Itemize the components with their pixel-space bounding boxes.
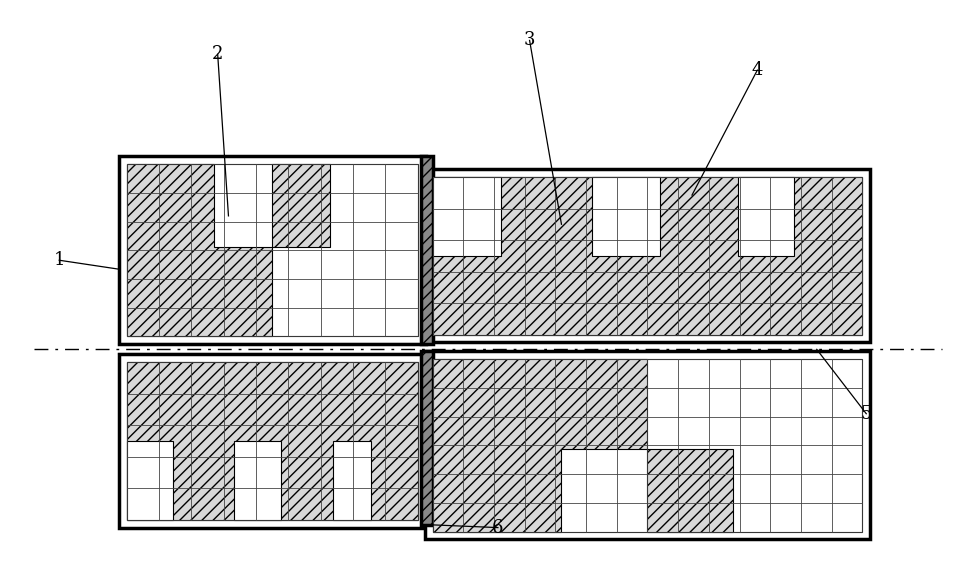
Polygon shape — [647, 449, 733, 532]
Text: 1: 1 — [54, 251, 65, 269]
Bar — [127, 362, 418, 520]
Polygon shape — [432, 359, 647, 532]
Bar — [432, 177, 863, 335]
Polygon shape — [127, 164, 272, 336]
Bar — [738, 177, 793, 256]
Bar — [425, 352, 871, 540]
Bar — [127, 441, 173, 520]
Bar — [425, 169, 871, 343]
Bar — [591, 177, 661, 256]
Bar — [119, 156, 426, 344]
Polygon shape — [272, 164, 330, 247]
Bar — [127, 164, 418, 336]
Bar — [421, 352, 432, 525]
Text: 5: 5 — [861, 405, 872, 423]
Bar — [432, 359, 863, 532]
Bar — [119, 354, 426, 528]
Text: 4: 4 — [752, 61, 763, 79]
Bar — [421, 156, 432, 344]
Bar — [127, 362, 418, 520]
Text: 2: 2 — [212, 45, 224, 63]
Bar — [234, 441, 281, 520]
Bar — [333, 441, 371, 520]
Text: 6: 6 — [492, 519, 504, 537]
Bar — [432, 177, 863, 335]
Bar — [432, 177, 502, 256]
Text: 3: 3 — [524, 31, 536, 49]
